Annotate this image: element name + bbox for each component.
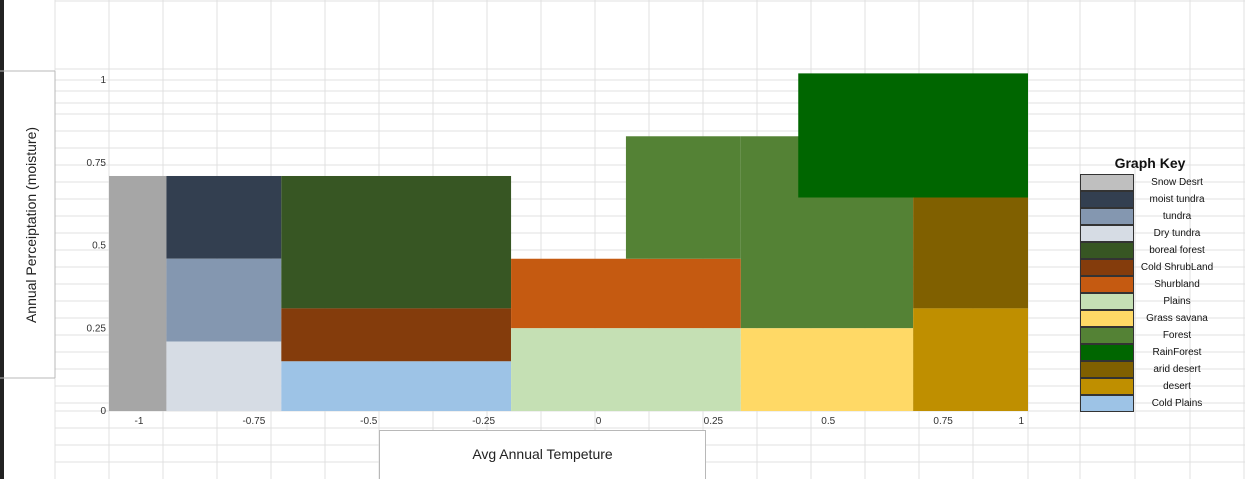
legend-swatch [1080,174,1134,191]
legend-swatch [1080,259,1134,276]
legend-label: Dry tundra [1153,228,1201,239]
y-tick-label: 0.75 [87,158,107,169]
legend-label: boreal forest [1149,245,1205,256]
x-axis-label: Avg Annual Tempeture [379,430,706,479]
x-tick-labels: -1 -0.75 -0.5 -0.25 0 0.25 0.5 0.75 1 [135,416,1025,427]
region-cold-plains [281,361,512,411]
legend-swatch [1080,310,1134,327]
legend-swatch [1080,191,1134,208]
x-tick-label: 0.5 [821,416,835,427]
legend-swatch [1080,395,1134,412]
x-tick-label: 0 [596,416,602,427]
y-tick-label: 0.5 [92,241,106,252]
legend-label: RainForest [1152,347,1202,358]
region-shurbland [511,258,741,329]
region-grass-savana [740,328,914,411]
legend-entry: desert [1080,378,1218,395]
legend-entry: boreal forest [1080,242,1218,259]
region-rainforest [798,73,1028,198]
x-tick-label: 1 [1018,416,1024,427]
x-tick-label: -1 [135,416,144,427]
y-tick-label: 0 [100,406,106,417]
region-boreal-forest [281,175,512,309]
legend-entry: Shurbland [1080,276,1218,293]
y-axis-label: Annual Perceiptation (moisture) [23,126,39,324]
legend-entry: Plains [1080,293,1218,310]
legend-label: arid desert [1153,364,1201,375]
x-tick-label: -0.25 [472,416,495,427]
region-desert [913,308,1028,411]
legend-label: Snow Desrt [1151,177,1203,188]
x-tick-label: 0.75 [933,416,953,427]
region-tundra [166,258,282,342]
legend-swatch [1080,378,1134,395]
region-cold-shrubland [281,308,512,362]
region-forest [625,136,741,259]
legend-swatch [1080,225,1134,242]
legend-label: Cold Plains [1151,398,1203,409]
region-dry-tundra [166,341,282,411]
biome-regions [109,73,1028,411]
legend-entry: Cold ShrubLand [1080,259,1218,276]
legend-swatch [1080,344,1134,361]
y-tick-labels: 0 0.25 0.5 0.75 1 [87,75,107,417]
legend-swatch [1080,208,1134,225]
legend-swatch [1080,276,1134,293]
legend-swatch [1080,242,1134,259]
legend-swatch [1080,293,1134,310]
y-tick-label: 1 [100,75,106,86]
y-tick-label: 0.25 [87,323,107,334]
legend-entry: Snow Desrt [1080,174,1218,191]
legend-entry: RainForest [1080,344,1218,361]
legend-label: Plains [1163,296,1191,307]
legend-entry: moist tundra [1080,191,1218,208]
region-arid-desert [913,197,1028,309]
region-plains [511,328,741,411]
left-edge-bar [0,0,4,479]
x-tick-label: 0.25 [704,416,724,427]
legend-entry: Dry tundra [1080,225,1218,242]
legend-label: moist tundra [1149,194,1205,205]
legend-label: Cold ShrubLand [1140,262,1214,273]
legend-label: tundra [1162,211,1192,222]
legend-entry: tundra [1080,208,1218,225]
legend-entry: Cold Plains [1080,395,1218,412]
legend-entry: arid desert [1080,361,1218,378]
region-moist-tundra [166,175,282,259]
legend-label: desert [1163,381,1191,392]
region-snow-desrt [109,175,167,411]
legend-swatch [1080,361,1134,378]
legend-entry: Forest [1080,327,1218,344]
legend-label: Grass savana [1146,313,1208,324]
x-tick-label: -0.5 [360,416,378,427]
legend-label: Forest [1162,330,1192,341]
legend: Snow Desrt moist tundra tundra Dry tundra bo… [1080,174,1218,412]
legend-swatch [1080,327,1134,344]
legend-title: Graph Key [1114,155,1186,171]
legend-entry: Grass savana [1080,310,1218,327]
legend-label: Shurbland [1154,279,1200,290]
x-tick-label: -0.75 [242,416,265,427]
